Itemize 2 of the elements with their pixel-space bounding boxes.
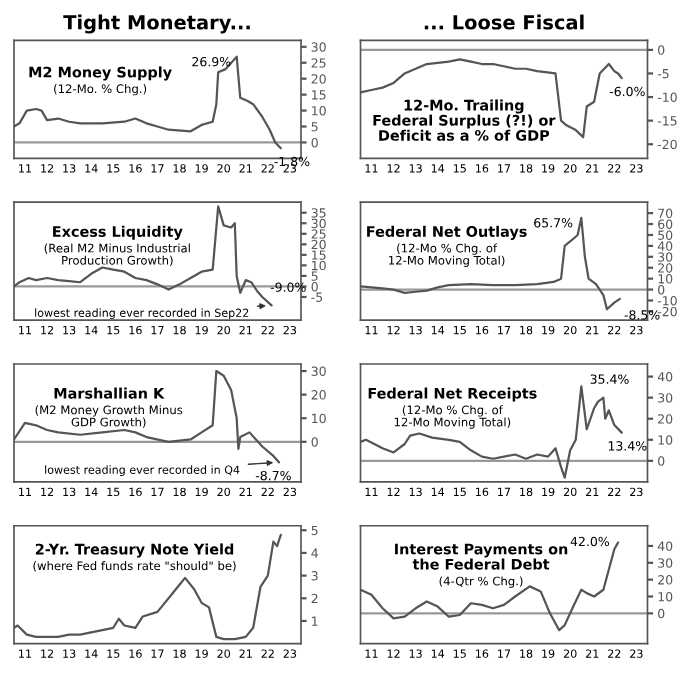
chart-title: Tight Monetary... — [63, 14, 250, 34]
chart-title: ... Loose Fiscal — [424, 14, 584, 30]
